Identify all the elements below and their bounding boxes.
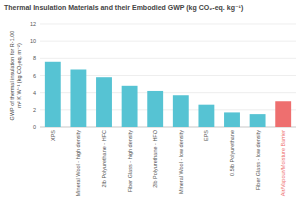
x-tick-label: Air/Vapour/Moisture Barrier: [280, 130, 286, 196]
y-tick-label: 8: [33, 55, 36, 61]
bar: [198, 105, 214, 127]
grid-line: [40, 41, 296, 42]
x-tick-label: XPS: [50, 130, 56, 141]
y-axis-label-line: m² K W⁻¹ (kg CO₂eq. m⁻²): [16, 43, 22, 108]
x-tick-label: 2lb Polyurethane - HFO: [152, 129, 158, 187]
y-tick-label: 10: [30, 38, 36, 44]
bar: [45, 62, 61, 127]
y-axis-label-line: GWP of thermal insulation for R-1.00: [9, 31, 15, 121]
y-tick-label: 12: [30, 21, 36, 27]
y-tick-label: 2: [33, 107, 36, 113]
bar: [250, 114, 266, 127]
bar: [275, 101, 291, 127]
x-tick-label: 0.5lb Polyurethane: [229, 130, 235, 176]
y-tick-label: 6: [33, 73, 36, 79]
x-tick-label: Mineral Wool - low density: [178, 130, 184, 194]
y-axis-label: GWP of thermal insulation for R-1.00m² K…: [9, 31, 22, 121]
bar: [122, 86, 138, 127]
chart: Thermal Insulation Materials and their E…: [0, 0, 300, 210]
x-tick-label: Fiber Glass - low density: [255, 130, 261, 190]
bar: [224, 112, 240, 127]
y-tick-label: 0: [33, 124, 36, 130]
bar: [70, 69, 86, 127]
bar: [96, 77, 112, 127]
bar: [173, 95, 189, 127]
bar: [147, 91, 163, 127]
bars: [45, 62, 291, 127]
chart-title: Thermal Insulation Materials and their E…: [4, 4, 243, 12]
x-tick-label: 2lb Polyurethane - HFC: [101, 130, 107, 187]
grid-line: [40, 58, 296, 59]
x-tick-label: Mineral Wool - high density: [75, 130, 81, 196]
x-tick-label: Fiber Glass - high density: [127, 130, 133, 193]
grid-line: [40, 24, 296, 25]
y-tick-label: 4: [33, 90, 36, 96]
x-tick-label: EPS: [203, 130, 209, 141]
